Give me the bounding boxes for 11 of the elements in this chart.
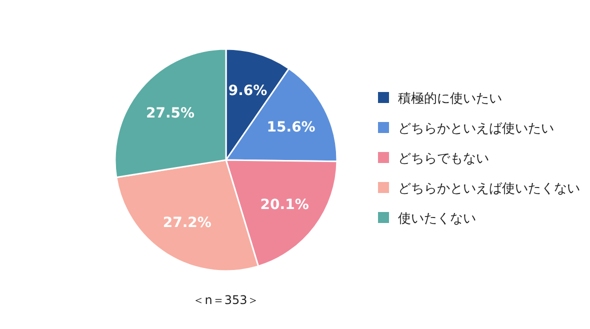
data-label: 9.6% bbox=[228, 83, 268, 100]
data-label: 27.2% bbox=[162, 215, 212, 232]
legend-label: どちらかといえば使いたくない bbox=[398, 182, 580, 196]
data-label: 15.6% bbox=[266, 119, 316, 136]
data-label: 27.5% bbox=[146, 105, 195, 122]
legend-label: 使いたくない bbox=[398, 212, 476, 226]
legend-label: どちらでもない bbox=[398, 152, 489, 166]
text: ＜n＝353＞ bbox=[192, 293, 260, 307]
legend-label: どちらかといえば使いたい bbox=[398, 122, 554, 136]
data-label: 20.1% bbox=[260, 196, 309, 213]
legend-label: 積極的に使いたい bbox=[398, 92, 502, 106]
